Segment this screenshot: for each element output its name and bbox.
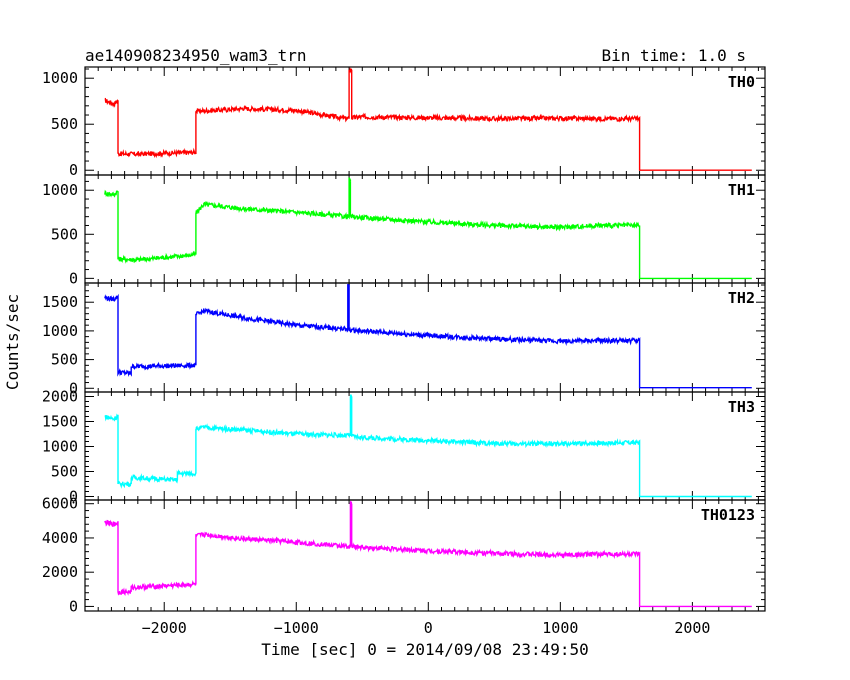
series-line-th1 bbox=[104, 177, 752, 280]
x-axis-label: Time [sec] 0 = 2014/09/08 23:49:50 bbox=[261, 640, 589, 659]
y-tick-label: 6000 bbox=[42, 495, 78, 513]
bin-time-label: Bin time: 1.0 s bbox=[602, 46, 747, 65]
panel-frame bbox=[84, 391, 766, 501]
y-tick-label: 2000 bbox=[42, 563, 78, 581]
panels-group: 0 500 1000 TH0 0 500 1000 TH1 0 500 1000 1500 TH2 0 50… bbox=[42, 66, 766, 637]
y-tick-label: 1000 bbox=[42, 69, 78, 87]
x-tick-label: 1000 bbox=[542, 619, 578, 637]
panel-th3: 0 500 1000 1500 2000 TH3 bbox=[42, 388, 766, 506]
series-label: TH3 bbox=[728, 398, 755, 416]
y-tick-label: 1000 bbox=[42, 322, 78, 340]
y-tick-label: 500 bbox=[51, 225, 78, 243]
series-line-th0123 bbox=[104, 500, 752, 608]
y-tick-label: 1000 bbox=[42, 181, 78, 199]
x-tick-label: 0 bbox=[424, 619, 433, 637]
series-label: TH0 bbox=[728, 73, 755, 91]
panel-frame bbox=[84, 499, 766, 612]
series-label: TH1 bbox=[728, 181, 755, 199]
panel-th0123: 0 2000 4000 6000 TH0123 −2000 −1000 0 1000 2000 bbox=[42, 495, 766, 637]
y-tick-label: 2000 bbox=[42, 388, 78, 406]
y-tick-label: 0 bbox=[69, 161, 78, 179]
y-axis-label: Counts/sec bbox=[3, 294, 22, 390]
y-tick-label: 1500 bbox=[42, 413, 78, 431]
y-tick-label: 4000 bbox=[42, 529, 78, 547]
y-tick-label: 0 bbox=[69, 269, 78, 287]
panel-th0: 0 500 1000 TH0 bbox=[42, 66, 766, 179]
series-line-th0 bbox=[104, 67, 752, 171]
panel-frame bbox=[84, 66, 766, 176]
series-line-th2 bbox=[104, 283, 752, 389]
panel-frame bbox=[84, 174, 766, 284]
y-tick-label: 1000 bbox=[42, 438, 78, 456]
series-label: TH0123 bbox=[701, 506, 755, 524]
chart-title: ae140908234950_wam3_trn bbox=[85, 46, 307, 65]
x-tick-label: 2000 bbox=[674, 619, 710, 637]
series-label: TH2 bbox=[728, 289, 755, 307]
y-tick-label: 1500 bbox=[42, 293, 78, 311]
y-tick-label: 500 bbox=[51, 115, 78, 133]
x-tick-label: −2000 bbox=[142, 619, 187, 637]
y-tick-label: 0 bbox=[69, 379, 78, 397]
panel-frame bbox=[84, 282, 766, 393]
series-line-th3 bbox=[104, 394, 752, 498]
y-tick-label: 0 bbox=[69, 597, 78, 615]
panel-th2: 0 500 1000 1500 TH2 bbox=[42, 282, 766, 397]
y-tick-label: 500 bbox=[51, 463, 78, 481]
panel-th1: 0 500 1000 TH1 bbox=[42, 174, 766, 287]
y-tick-label: 500 bbox=[51, 351, 78, 369]
y-tick-label: 0 bbox=[69, 488, 78, 506]
x-tick-label: −1000 bbox=[274, 619, 319, 637]
